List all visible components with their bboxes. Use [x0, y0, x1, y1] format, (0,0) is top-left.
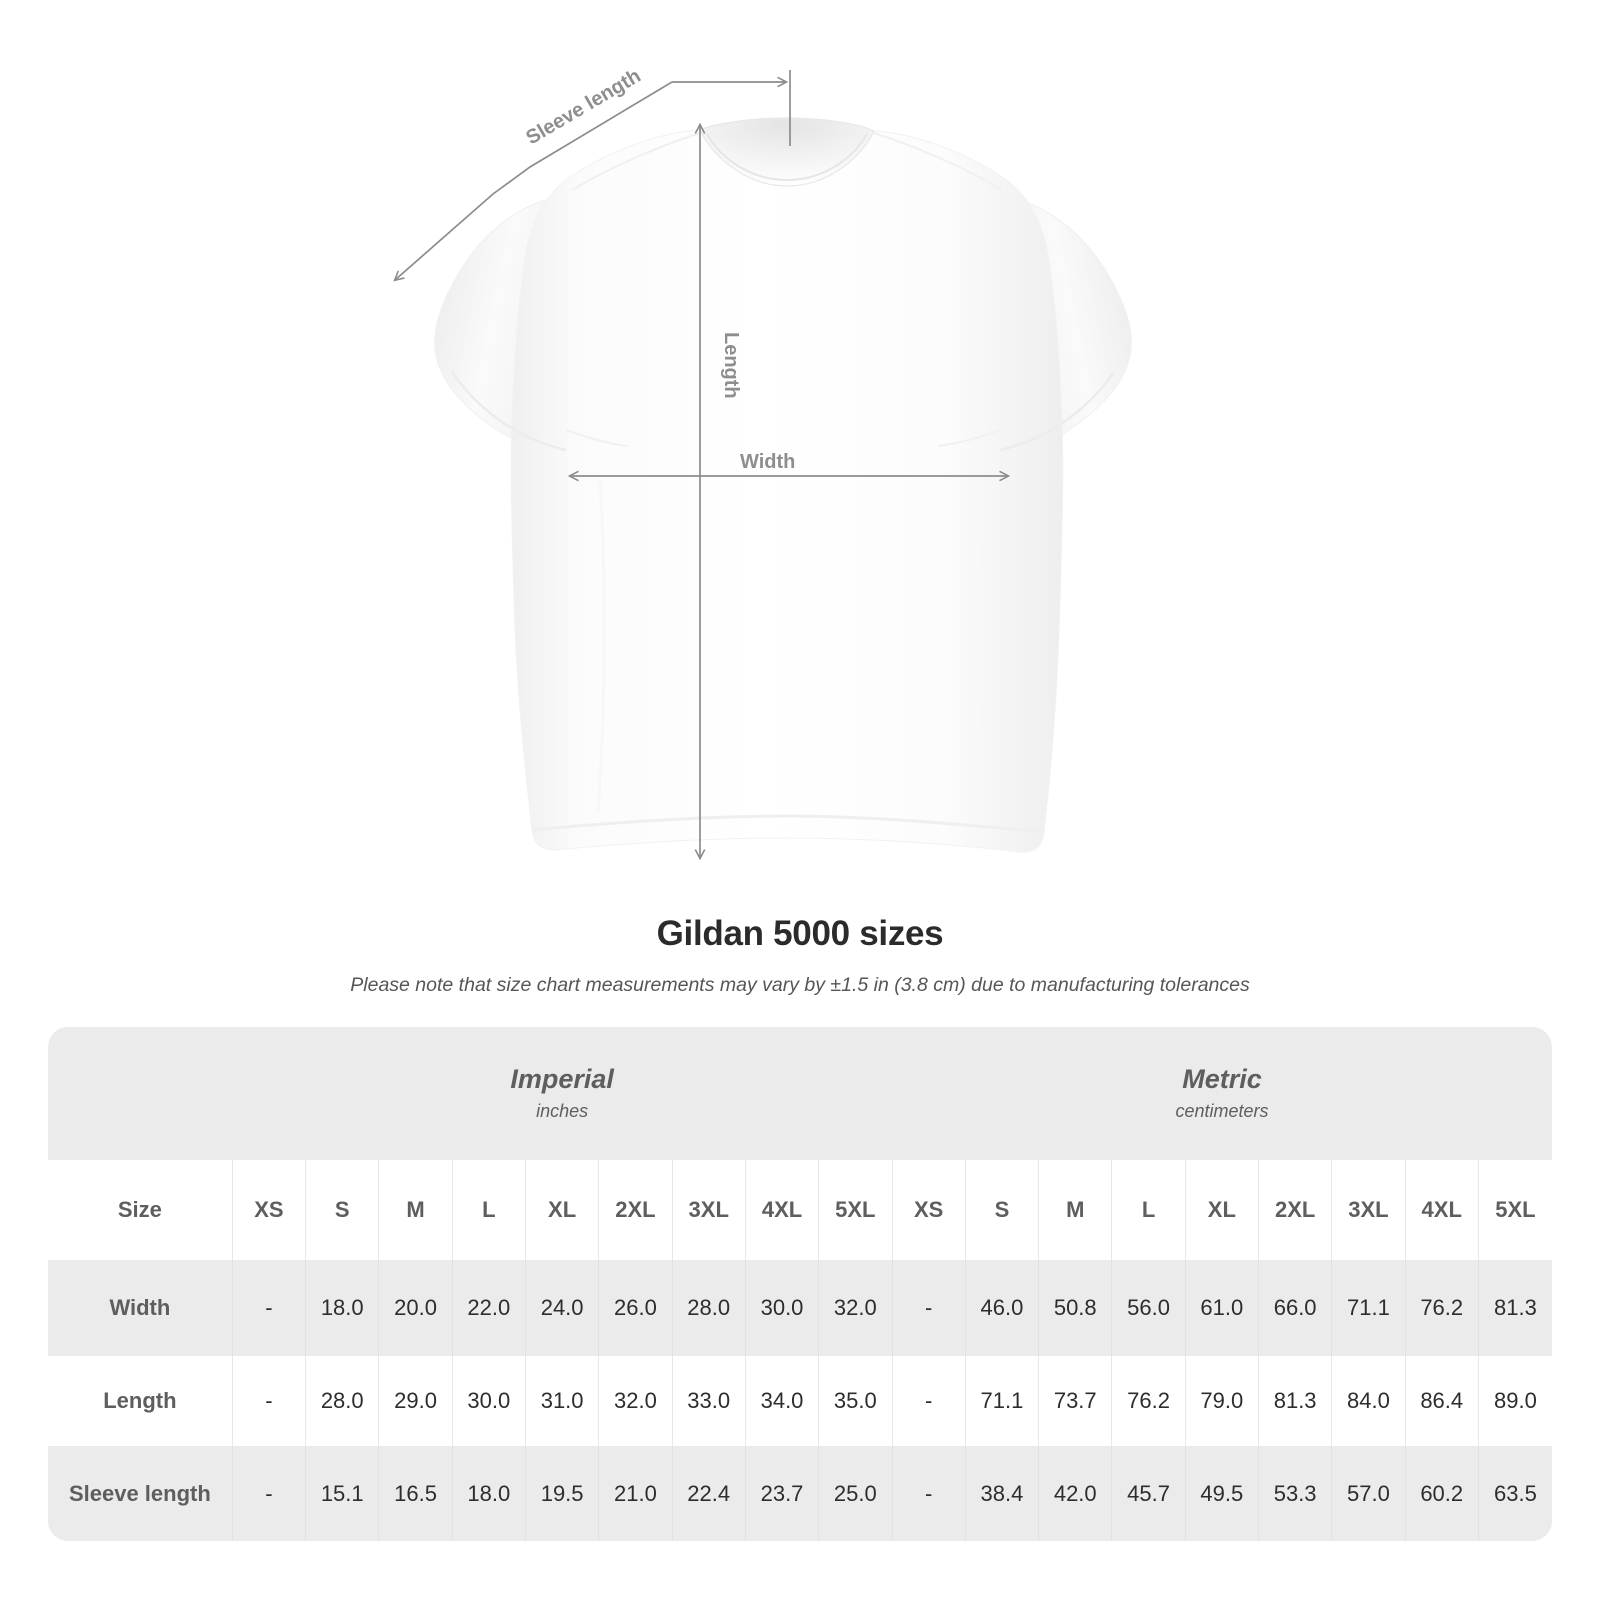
measure-cell: 53.3 — [1257, 1446, 1332, 1541]
size-header-cell: XS — [231, 1160, 306, 1260]
tshirt-illustration — [434, 117, 1132, 853]
measure-cell: 61.0 — [1184, 1260, 1259, 1356]
measure-cell: 81.3 — [1477, 1260, 1552, 1356]
measure-cell: 16.5 — [378, 1446, 453, 1541]
measure-cell: 33.0 — [671, 1356, 746, 1446]
size-header-cell: XS — [891, 1160, 966, 1260]
page-title: Gildan 5000 sizes — [656, 914, 944, 953]
width-label: Width — [740, 451, 795, 473]
unit-cell-metric: Metric centimeters — [892, 1027, 1552, 1160]
size-header-cell: XL — [1184, 1160, 1259, 1260]
measure-cell: - — [891, 1446, 966, 1541]
size-header-cell: 5XL — [1477, 1160, 1552, 1260]
measure-cell: 56.0 — [1111, 1260, 1186, 1356]
measure-cell: 25.0 — [818, 1446, 892, 1541]
tshirt-measurement-diagram: Sleeve length Length Width — [0, 65, 1132, 900]
title-block: Gildan 5000 sizes Please note that size … — [0, 912, 1600, 999]
measure-cell: 18.0 — [305, 1260, 379, 1356]
measure-cell: - — [231, 1260, 306, 1356]
measure-cell: 26.0 — [598, 1260, 673, 1356]
row-label-length: Length — [48, 1356, 233, 1446]
unit-cell-imperial: Imperial inches — [232, 1027, 892, 1160]
unit-sub-imperial: inches — [536, 1100, 589, 1121]
measure-cell: 42.0 — [1038, 1446, 1112, 1541]
measure-cell: - — [891, 1260, 966, 1356]
measure-cell: 63.5 — [1477, 1446, 1552, 1541]
measure-cell: 46.0 — [964, 1260, 1039, 1356]
row-label-width: Width — [48, 1260, 233, 1356]
measure-cell: 30.0 — [451, 1356, 526, 1446]
measure-cell: - — [231, 1356, 306, 1446]
row-label-sleeve-length: Sleeve length — [48, 1446, 233, 1541]
measure-cell: 60.2 — [1404, 1446, 1479, 1541]
measure-cell: 29.0 — [378, 1356, 453, 1446]
measure-cell: 28.0 — [671, 1260, 746, 1356]
size-chart-table: Imperial inches Metric centimeters Size … — [48, 1027, 1552, 1541]
table-row-sleeve-length: Sleeve length - 15.1 16.5 18.0 19.5 21.0… — [48, 1446, 1552, 1541]
measure-cell: 45.7 — [1111, 1446, 1186, 1541]
measurement-annotations — [395, 70, 1008, 858]
size-header-cell: L — [1111, 1160, 1186, 1260]
measure-cell: 38.4 — [964, 1446, 1039, 1541]
measure-cell: 86.4 — [1404, 1356, 1479, 1446]
size-header-cell: S — [964, 1160, 1039, 1260]
measure-cell: 34.0 — [744, 1356, 819, 1446]
measure-cell: 20.0 — [378, 1260, 453, 1356]
measure-cell: 32.0 — [818, 1260, 892, 1356]
measure-cell: 32.0 — [598, 1356, 673, 1446]
sleeve-length-arrow — [395, 81, 673, 280]
measure-cell: 79.0 — [1184, 1356, 1259, 1446]
unit-spacer-cell — [48, 1027, 233, 1160]
size-header-cell: M — [1038, 1160, 1112, 1260]
measure-cell: 66.0 — [1257, 1260, 1332, 1356]
measure-cell: 21.0 — [598, 1446, 673, 1541]
size-header-cell: 2XL — [1257, 1160, 1332, 1260]
size-header-cell: L — [451, 1160, 526, 1260]
measure-cell: 35.0 — [818, 1356, 892, 1446]
table-row-width: Width - 18.0 20.0 22.0 24.0 26.0 28.0 30… — [48, 1260, 1552, 1356]
measure-cell: 31.0 — [524, 1356, 599, 1446]
measure-cell: 71.1 — [964, 1356, 1039, 1446]
size-header-cell: M — [378, 1160, 453, 1260]
measure-cell: - — [231, 1446, 306, 1541]
size-header-cell: XL — [524, 1160, 599, 1260]
sleeve-length-label: Sleeve length — [522, 65, 644, 149]
measure-cell: 50.8 — [1038, 1260, 1112, 1356]
measure-cell: 76.2 — [1111, 1356, 1186, 1446]
size-header-cell: 4XL — [1404, 1160, 1479, 1260]
measure-cell: 84.0 — [1331, 1356, 1406, 1446]
measure-cell: 22.4 — [671, 1446, 746, 1541]
size-header-cell: 5XL — [818, 1160, 892, 1260]
length-label: Length — [720, 332, 742, 399]
table-row-length: Length - 28.0 29.0 30.0 31.0 32.0 33.0 3… — [48, 1356, 1552, 1446]
size-header-row: Size XS S M L XL 2XL 3XL 4XL 5XL XS S M … — [48, 1160, 1552, 1260]
tolerance-note: Please note that size chart measurements… — [350, 974, 1250, 996]
measure-cell: 24.0 — [524, 1260, 599, 1356]
unit-name-metric: Metric — [1182, 1063, 1262, 1094]
measure-cell: 22.0 — [451, 1260, 526, 1356]
measure-cell: 15.1 — [305, 1446, 379, 1541]
measure-cell: 28.0 — [305, 1356, 379, 1446]
measure-cell: 23.7 — [744, 1446, 819, 1541]
measure-cell: 19.5 — [524, 1446, 599, 1541]
size-header-cell: 4XL — [744, 1160, 819, 1260]
size-header-label: Size — [48, 1160, 233, 1260]
size-header-cell: 3XL — [1331, 1160, 1406, 1260]
measure-cell: 57.0 — [1331, 1446, 1406, 1541]
size-header-cell: S — [305, 1160, 379, 1260]
unit-name-imperial: Imperial — [510, 1063, 614, 1094]
measure-cell: 76.2 — [1404, 1260, 1479, 1356]
unit-banner-row: Imperial inches Metric centimeters — [48, 1027, 1552, 1160]
size-header-cell: 3XL — [671, 1160, 746, 1260]
measure-cell: - — [891, 1356, 966, 1446]
measure-cell: 49.5 — [1184, 1446, 1259, 1541]
measure-cell: 89.0 — [1477, 1356, 1552, 1446]
measure-cell: 81.3 — [1257, 1356, 1332, 1446]
unit-sub-metric: centimeters — [1175, 1100, 1269, 1121]
size-header-cell: 2XL — [598, 1160, 673, 1260]
measure-cell: 73.7 — [1038, 1356, 1112, 1446]
measure-cell: 30.0 — [744, 1260, 819, 1356]
measure-cell: 18.0 — [451, 1446, 526, 1541]
measure-cell: 71.1 — [1331, 1260, 1406, 1356]
